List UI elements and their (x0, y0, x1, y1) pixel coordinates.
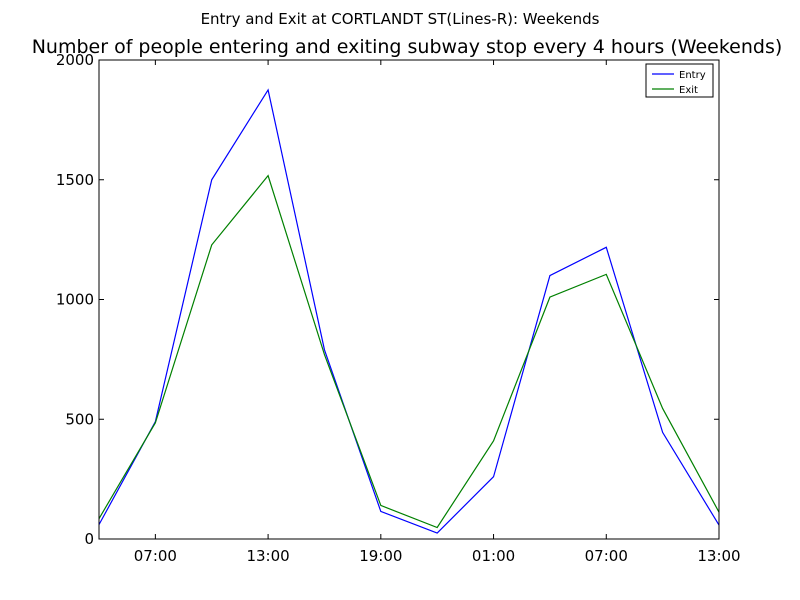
legend-box (645, 63, 714, 98)
legend-label-exit: Exit (679, 85, 698, 96)
y-tick-label: 1000 (56, 291, 94, 309)
y-tick-label: 2000 (56, 51, 94, 69)
x-tick-label: 13:00 (697, 547, 740, 565)
x-tick-label: 13:00 (246, 547, 289, 565)
x-tick-label: 07:00 (134, 547, 177, 565)
series-line-exit (98, 174, 720, 529)
y-tick-label: 1500 (56, 171, 94, 189)
axes-frame (98, 59, 720, 540)
x-tick-label: 07:00 (585, 547, 628, 565)
plot-area: 0 500 1000 1500 2000 07:00 13:00 19:00 01:00 07:0… (56, 51, 741, 565)
series-line-entry (98, 88, 720, 534)
y-tick-label: 0 (84, 530, 94, 548)
chart-suptitle: Entry and Exit at CORTLANDT ST(Lines-R):… (201, 10, 600, 28)
legend-label-entry: Entry (679, 70, 706, 81)
x-tick-label: 19:00 (359, 547, 402, 565)
y-tick-label: 500 (65, 410, 94, 428)
chart-title: Number of people entering and exiting su… (32, 36, 783, 58)
x-tick-label: 01:00 (472, 547, 515, 565)
